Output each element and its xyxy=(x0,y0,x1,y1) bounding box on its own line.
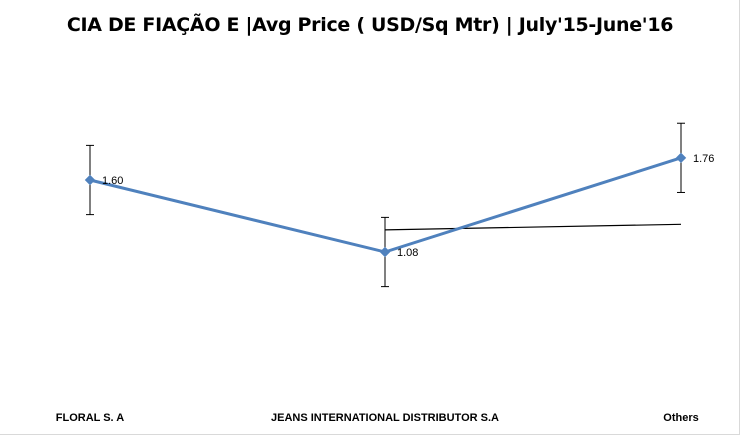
chart-title: CIA DE FIAÇÃO E |Avg Price ( USD/Sq Mtr)… xyxy=(66,14,674,36)
data-label: 1.08 xyxy=(397,247,418,259)
trendline xyxy=(384,223,682,231)
data-point xyxy=(84,174,96,186)
data-label: 1.76 xyxy=(693,153,714,165)
data-point xyxy=(379,246,391,258)
category-label: FLORAL S. A xyxy=(56,412,125,424)
category-label: JEANS INTERNATIONAL DISTRIBUTOR S.A xyxy=(271,412,499,424)
category-label: Others xyxy=(663,412,698,424)
data-label: 1.60 xyxy=(102,175,123,187)
data-point xyxy=(675,152,687,164)
